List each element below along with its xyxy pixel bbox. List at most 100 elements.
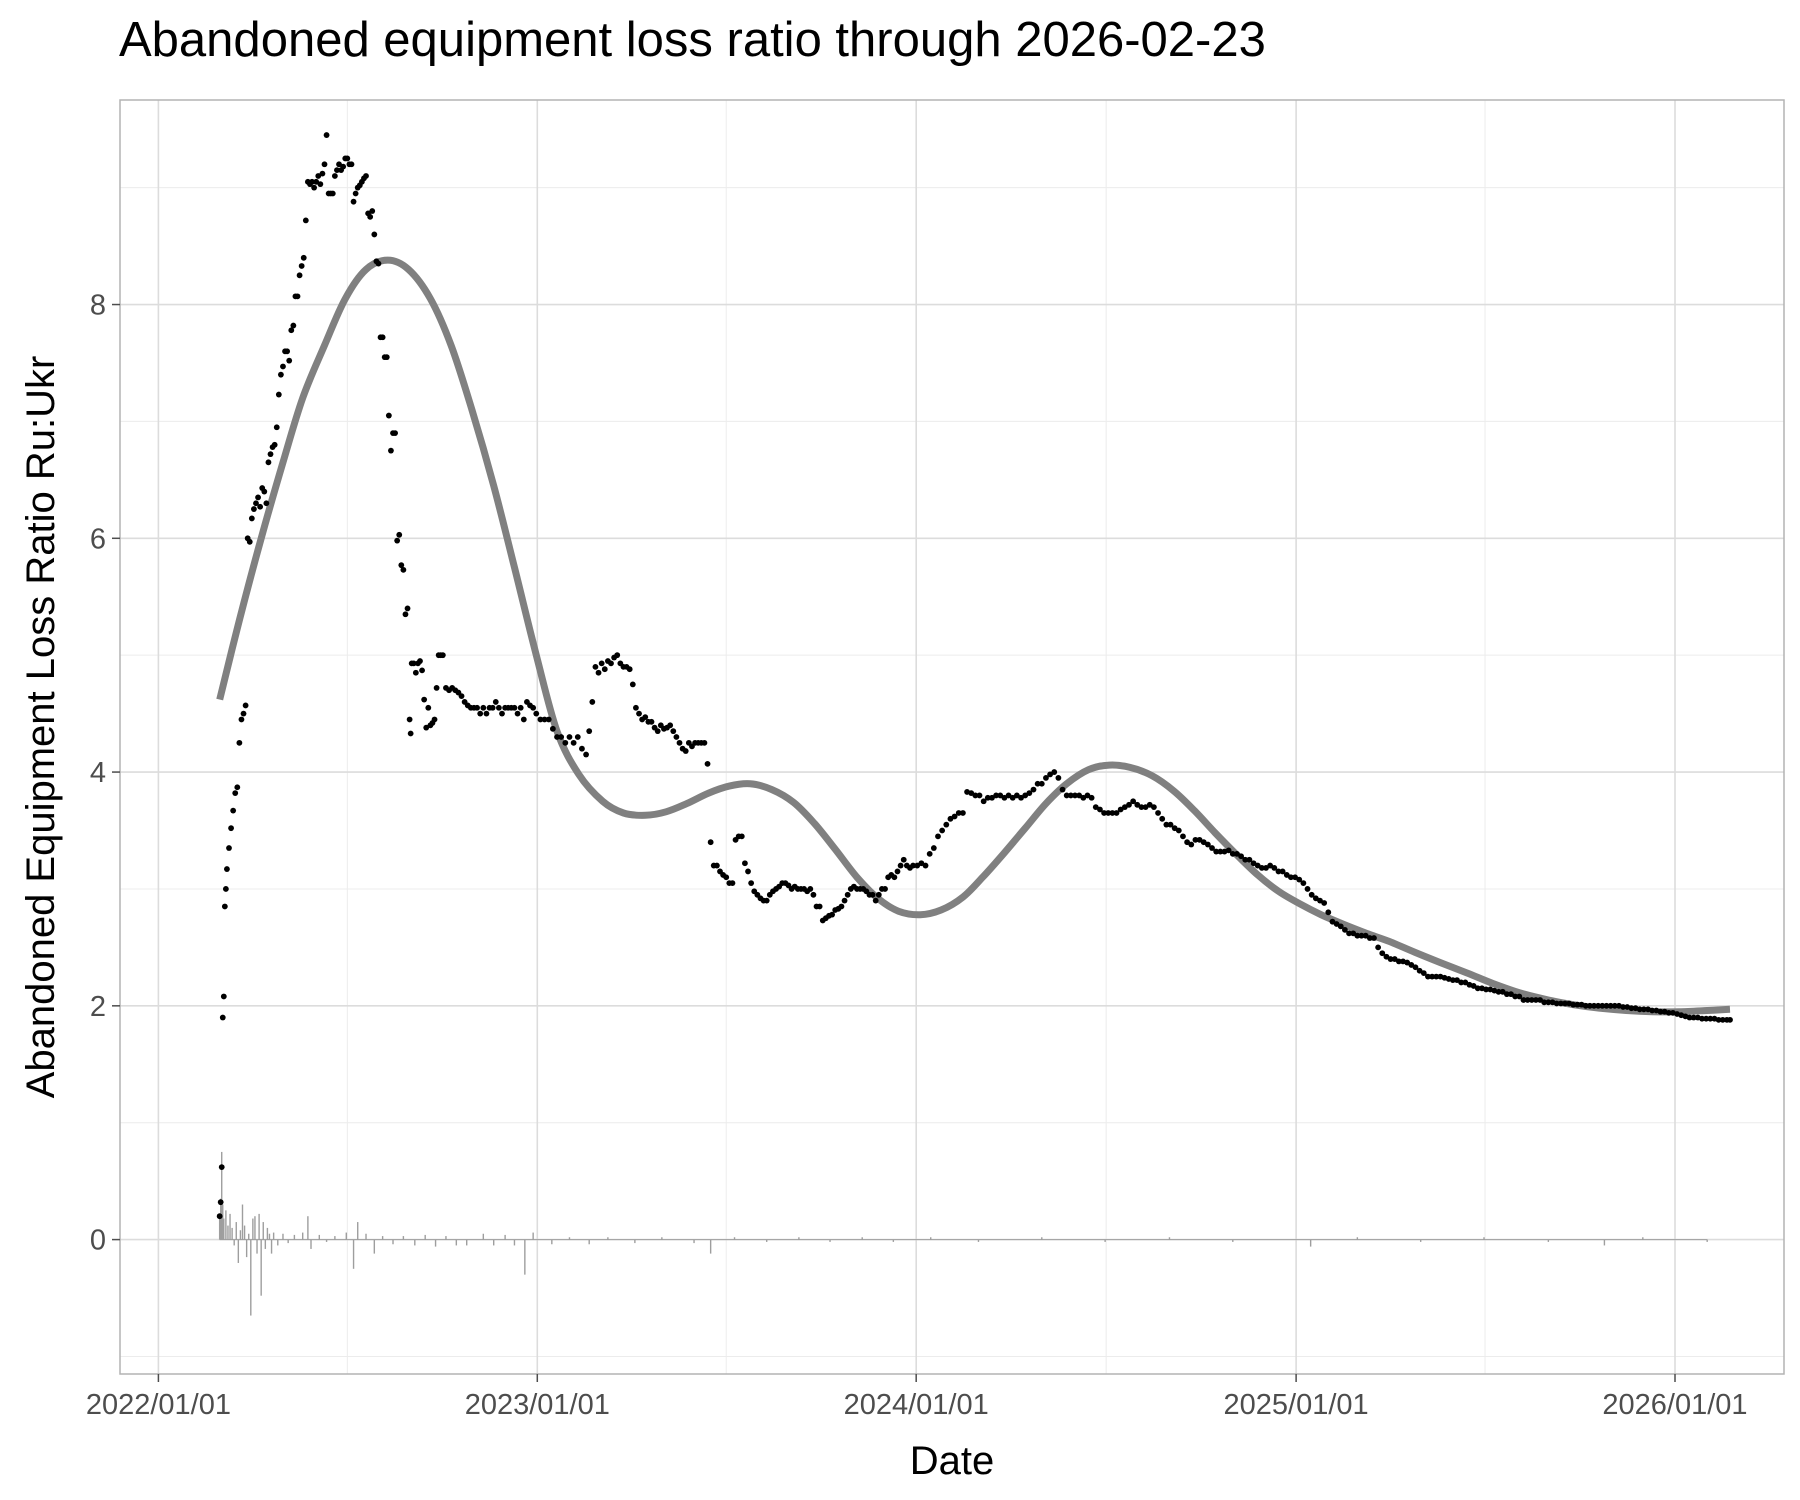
- data-point: [352, 190, 359, 197]
- data-point: [723, 874, 730, 881]
- data-point: [869, 891, 876, 898]
- data-point: [480, 704, 487, 711]
- data-point: [1379, 950, 1386, 957]
- data-point: [392, 430, 398, 437]
- data-point: [1325, 909, 1332, 916]
- data-point: [511, 704, 518, 711]
- data-point: [290, 322, 297, 329]
- data-point: [331, 173, 338, 179]
- data-point: [1495, 988, 1502, 995]
- data-point: [682, 748, 689, 754]
- data-point: [425, 704, 432, 711]
- data-point: [704, 760, 711, 767]
- data-point: [673, 734, 680, 740]
- data-point: [897, 862, 904, 869]
- data-point: [1595, 1002, 1602, 1009]
- data-point: [1611, 1002, 1618, 1009]
- data-point: [1238, 853, 1244, 860]
- data-point: [1034, 780, 1041, 787]
- data-point: [745, 868, 751, 875]
- data-point: [1719, 1016, 1726, 1023]
- data-point: [267, 451, 274, 458]
- data-point: [323, 132, 330, 138]
- data-point: [317, 181, 324, 188]
- data-point: [1088, 794, 1095, 801]
- panel-border: [119, 99, 1785, 1375]
- chart-title: Abandoned equipment loss ratio through 2…: [119, 13, 1266, 67]
- data-point: [1163, 821, 1170, 828]
- data-point: [246, 538, 253, 545]
- data-point: [530, 704, 537, 711]
- data-point: [1703, 1015, 1710, 1022]
- data-point: [930, 845, 937, 851]
- data-point: [1516, 993, 1523, 1000]
- data-point: [1296, 876, 1303, 883]
- data-point: [1520, 997, 1527, 1003]
- data-point: [263, 500, 270, 507]
- data-point: [589, 699, 596, 705]
- data-point: [1342, 926, 1348, 933]
- x-tick-label: 2025/01/01: [1224, 1389, 1369, 1421]
- data-point: [579, 745, 585, 752]
- data-point: [1038, 780, 1045, 787]
- data-point: [1607, 1002, 1614, 1009]
- data-point: [226, 845, 232, 851]
- data-point: [379, 334, 386, 341]
- data-point: [1051, 769, 1058, 775]
- data-point: [311, 184, 318, 191]
- trend-line-path: [216, 256, 1731, 1016]
- data-point: [1097, 806, 1103, 813]
- data-point: [648, 718, 655, 725]
- data-point: [236, 739, 243, 746]
- data-point: [1063, 792, 1070, 799]
- data-point: [549, 725, 556, 732]
- data-point: [642, 714, 649, 721]
- data-point: [255, 494, 261, 501]
- data-point: [1541, 999, 1548, 1006]
- data-point: [219, 1014, 226, 1021]
- data-point: [939, 827, 946, 834]
- data-point: [517, 704, 524, 711]
- data-point: [1026, 790, 1033, 797]
- data-point: [520, 716, 527, 723]
- smooth-trend-line: [216, 256, 1731, 1016]
- data-point: [1533, 997, 1539, 1003]
- data-point: [1366, 935, 1373, 941]
- data-point: [261, 488, 268, 495]
- data-point: [1599, 1002, 1606, 1009]
- data-point: [1562, 1000, 1568, 1007]
- data-point: [492, 699, 499, 705]
- data-point: [483, 710, 490, 717]
- data-point: [959, 810, 966, 816]
- data-point: [1246, 856, 1253, 863]
- data-point: [439, 652, 446, 659]
- data-point: [763, 897, 770, 904]
- data-point: [562, 739, 569, 746]
- data-point: [554, 734, 560, 740]
- data-point: [340, 163, 347, 170]
- data-point: [1354, 932, 1361, 939]
- data-point: [407, 730, 414, 737]
- data-point: [277, 371, 284, 378]
- grid-lines: [120, 100, 1784, 1374]
- data-point: [222, 886, 229, 892]
- data-point: [433, 685, 440, 691]
- data-point: [1375, 944, 1382, 951]
- data-point: [410, 660, 417, 667]
- data-point: [574, 734, 581, 740]
- data-point: [1159, 815, 1166, 822]
- data-point: [566, 734, 573, 740]
- data-point: [636, 710, 642, 717]
- data-point: [829, 911, 836, 918]
- data-point: [1512, 993, 1519, 1000]
- data-point: [1151, 804, 1157, 811]
- y-tick-label: 8: [90, 290, 106, 322]
- data-point: [224, 866, 230, 872]
- data-point: [608, 660, 614, 667]
- data-point: [412, 669, 419, 676]
- data-point: [220, 993, 227, 1000]
- data-point: [375, 260, 382, 267]
- data-point: [1395, 958, 1402, 965]
- data-point: [367, 213, 374, 220]
- data-point: [1229, 850, 1236, 857]
